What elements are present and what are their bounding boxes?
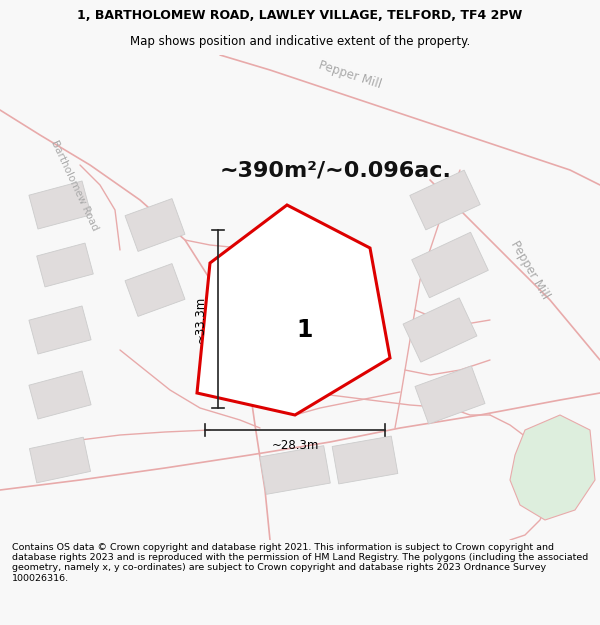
Text: Pepper Mill: Pepper Mill bbox=[508, 239, 552, 301]
Bar bbox=[125, 264, 185, 316]
Bar bbox=[125, 199, 185, 251]
Text: 1: 1 bbox=[297, 318, 313, 342]
Bar bbox=[247, 222, 323, 288]
Bar bbox=[29, 371, 91, 419]
Bar bbox=[260, 446, 331, 494]
Bar bbox=[332, 436, 398, 484]
Bar bbox=[415, 366, 485, 424]
Text: Map shows position and indicative extent of the property.: Map shows position and indicative extent… bbox=[130, 35, 470, 48]
Text: Pepper Mill: Pepper Mill bbox=[317, 59, 383, 91]
Text: ~28.3m: ~28.3m bbox=[271, 439, 319, 452]
Text: ~390m²/~0.096ac.: ~390m²/~0.096ac. bbox=[220, 160, 452, 180]
Bar bbox=[412, 232, 488, 298]
Text: Bartholomew Road: Bartholomew Road bbox=[50, 138, 100, 232]
Polygon shape bbox=[197, 205, 390, 415]
Bar bbox=[29, 306, 91, 354]
Bar bbox=[29, 437, 91, 483]
Bar bbox=[37, 243, 93, 287]
Text: 1, BARTHOLOMEW ROAD, LAWLEY VILLAGE, TELFORD, TF4 2PW: 1, BARTHOLOMEW ROAD, LAWLEY VILLAGE, TEL… bbox=[77, 9, 523, 22]
Bar bbox=[410, 170, 480, 230]
Bar bbox=[29, 181, 91, 229]
Text: Contains OS data © Crown copyright and database right 2021. This information is : Contains OS data © Crown copyright and d… bbox=[12, 542, 588, 582]
Bar bbox=[403, 298, 477, 362]
Text: ~33.3m: ~33.3m bbox=[193, 296, 206, 343]
Polygon shape bbox=[510, 415, 595, 520]
Bar bbox=[295, 269, 365, 331]
